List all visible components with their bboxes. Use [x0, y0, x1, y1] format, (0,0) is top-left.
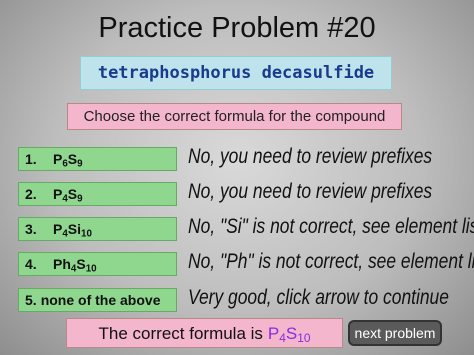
subscript: 4	[62, 193, 68, 205]
compound-name: tetraphosphorus decasulfide	[80, 56, 392, 90]
answer-box: The correct formula is P4S10	[66, 318, 343, 348]
option-button[interactable]: 2. P4S9	[18, 182, 177, 206]
feedback: No, "Si" is not correct, see element lis…	[188, 215, 474, 238]
option-button[interactable]: 4. Ph4S10	[18, 252, 177, 276]
feedback: No, "Ph" is not correct, see element lis…	[188, 250, 474, 273]
option-number: 2.	[25, 186, 37, 202]
element-symbol: P	[53, 221, 63, 237]
option-text: none of the above	[40, 292, 161, 308]
subscript: 4	[62, 228, 68, 240]
feedback: Very good, click arrow to continue	[188, 286, 449, 309]
element-symbol: S	[76, 256, 86, 272]
subscript: 6	[62, 158, 68, 170]
answer-text: The correct formula is	[98, 324, 263, 343]
answer-formula: P4S10	[267, 324, 311, 345]
element-symbol: S	[67, 151, 78, 167]
option-number: 4.	[25, 256, 37, 272]
element-symbol: P	[53, 151, 63, 167]
subscript: 10	[297, 330, 311, 345]
element-symbol: S	[67, 186, 78, 202]
subscript: 10	[85, 263, 97, 275]
element-symbol: P	[267, 324, 280, 343]
subscript: 10	[81, 228, 92, 240]
subscript: 4	[70, 263, 77, 275]
option-button[interactable]: 5. none of the above	[18, 288, 177, 312]
next-button[interactable]: next problem	[348, 320, 442, 346]
slide-title: Practice Problem #20	[98, 12, 376, 44]
element-symbol: S	[285, 324, 298, 343]
option-number: 1.	[25, 151, 37, 167]
subscript: 9	[77, 158, 83, 170]
option-button[interactable]: 1. P6S9	[18, 147, 177, 171]
subscript: 9	[77, 193, 83, 205]
element-symbol: P	[53, 186, 63, 202]
option-number: 5.	[25, 292, 37, 308]
option-number: 3.	[25, 221, 37, 237]
feedback: No, you need to review prefixes	[188, 145, 433, 168]
element-symbol: Ph	[53, 256, 71, 272]
element-symbol: Si	[67, 221, 82, 237]
feedback: No, you need to review prefixes	[188, 180, 433, 203]
option-button[interactable]: 3. P4Si10	[18, 217, 177, 241]
subscript: 4	[279, 330, 286, 345]
instruction: Choose the correct formula for the compo…	[67, 103, 402, 130]
